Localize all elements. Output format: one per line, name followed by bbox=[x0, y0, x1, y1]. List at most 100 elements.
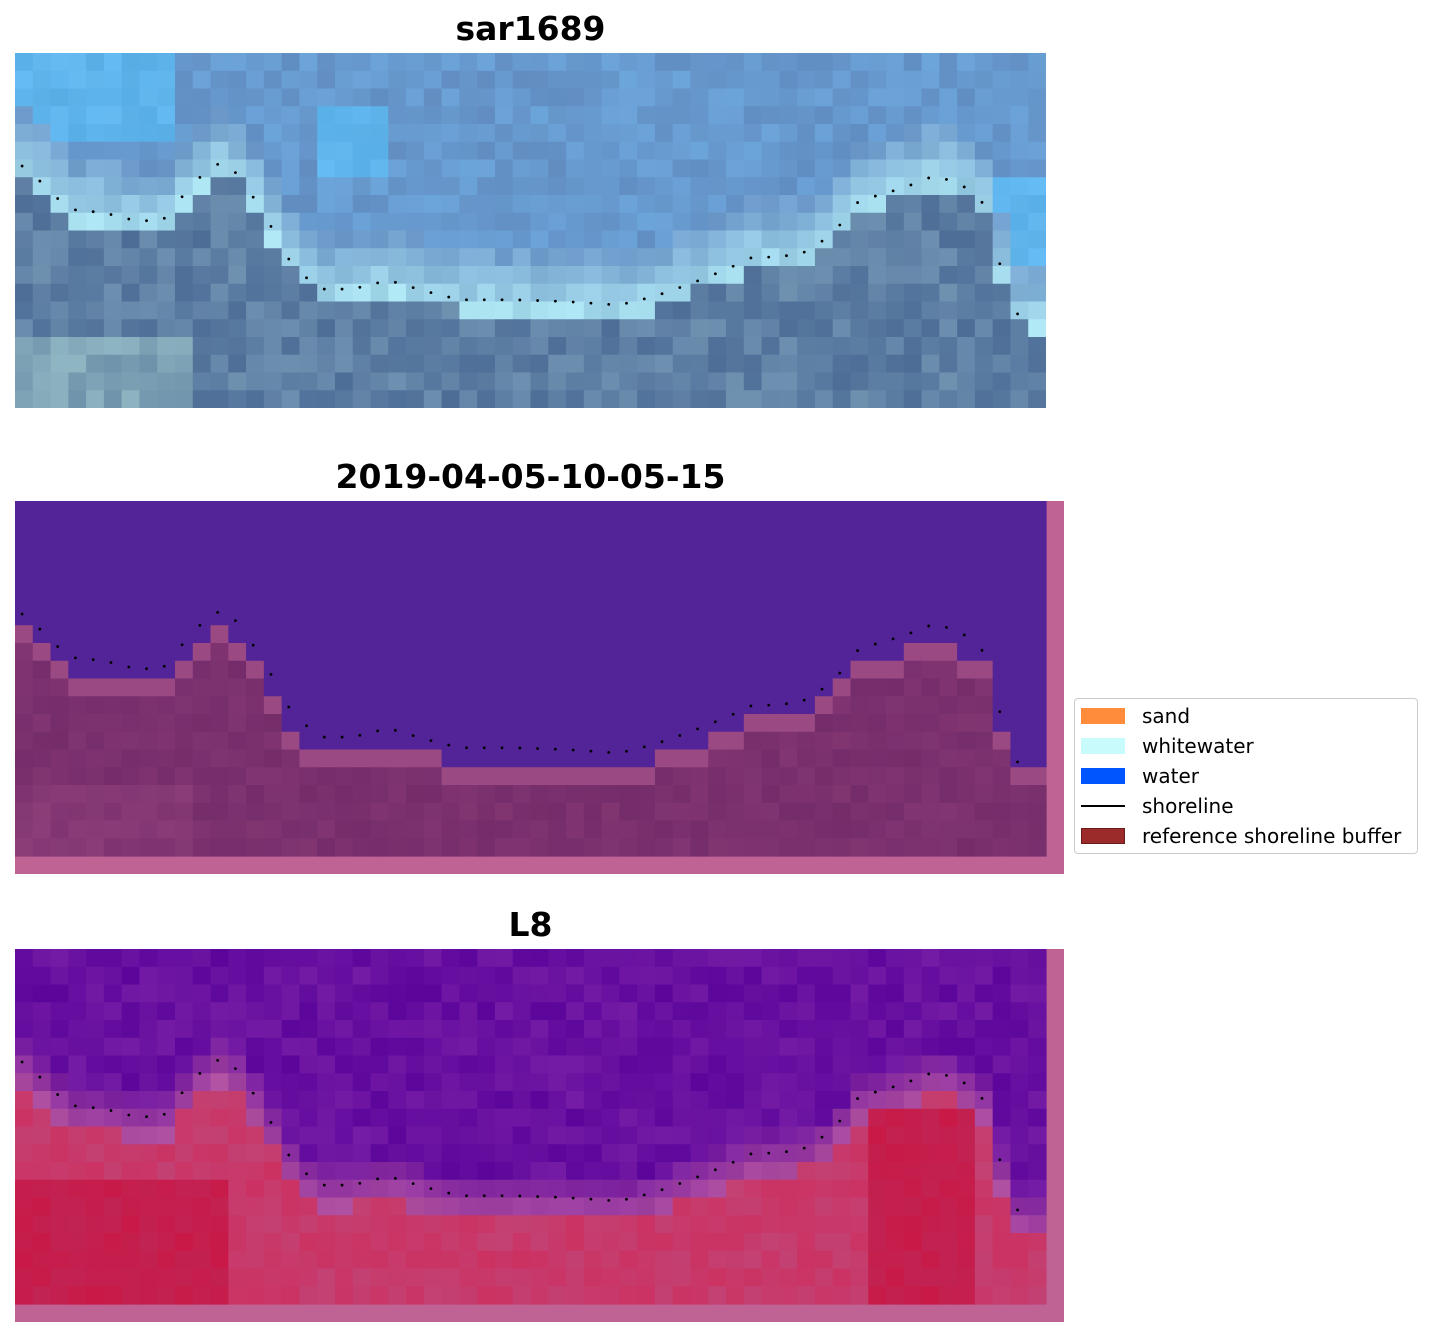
index-pixel bbox=[228, 1073, 247, 1092]
index-pixel bbox=[672, 1126, 692, 1145]
class-pixel bbox=[512, 554, 532, 573]
index-pixel bbox=[601, 1037, 620, 1057]
image-pixel bbox=[974, 354, 994, 374]
image-pixel bbox=[850, 319, 869, 338]
class-pixel bbox=[939, 536, 958, 555]
image-pixel bbox=[246, 88, 265, 107]
index-pixel bbox=[370, 1197, 389, 1216]
index-pixel bbox=[103, 1108, 123, 1128]
index-pixel bbox=[15, 1250, 34, 1270]
index-pixel bbox=[32, 1144, 52, 1163]
index-pixel bbox=[121, 1268, 141, 1287]
image-pixel bbox=[406, 354, 425, 374]
image-pixel bbox=[832, 372, 852, 391]
image-pixel bbox=[672, 212, 692, 232]
class-pixel bbox=[868, 572, 887, 591]
class-pixel bbox=[192, 820, 212, 839]
image-pixel bbox=[797, 177, 816, 196]
index-pixel bbox=[814, 1073, 834, 1092]
class-pixel bbox=[743, 678, 763, 697]
index-pixel bbox=[886, 1002, 905, 1021]
image-pixel bbox=[388, 70, 407, 90]
class-pixel bbox=[121, 536, 141, 555]
index-pixel bbox=[263, 1144, 283, 1163]
image-pixel bbox=[15, 248, 34, 267]
image-pixel bbox=[583, 88, 603, 107]
class-pixel bbox=[423, 536, 443, 555]
image-pixel bbox=[690, 106, 709, 125]
class-pixel bbox=[494, 536, 514, 555]
index-pixel bbox=[477, 1091, 496, 1110]
index-pixel bbox=[441, 1250, 460, 1270]
index-pixel bbox=[921, 949, 940, 968]
class-pixel bbox=[743, 554, 763, 573]
class-pixel bbox=[921, 731, 940, 751]
class-pixel bbox=[441, 767, 460, 786]
index-pixel bbox=[406, 1233, 425, 1252]
index-pixel bbox=[1010, 966, 1029, 986]
class-pixel bbox=[601, 625, 620, 644]
image-pixel bbox=[726, 248, 745, 267]
index-pixel bbox=[477, 1215, 496, 1234]
image-pixel bbox=[868, 212, 887, 232]
index-pixel bbox=[32, 1126, 52, 1145]
image-pixel bbox=[86, 195, 105, 214]
image-pixel bbox=[512, 266, 532, 285]
image-pixel bbox=[459, 124, 478, 143]
index-pixel bbox=[992, 966, 1012, 986]
class-pixel bbox=[903, 643, 923, 662]
class-pixel bbox=[1010, 767, 1029, 786]
index-pixel bbox=[370, 1250, 389, 1270]
class-pixel bbox=[299, 749, 318, 768]
image-pixel bbox=[548, 372, 567, 391]
image-pixel bbox=[299, 283, 318, 303]
index-pixel bbox=[886, 1233, 905, 1252]
class-pixel bbox=[246, 820, 265, 839]
index-pixel bbox=[939, 1162, 958, 1181]
class-pixel bbox=[601, 785, 620, 804]
class-pixel bbox=[992, 536, 1012, 555]
image-pixel bbox=[299, 230, 318, 249]
shoreline-point bbox=[785, 254, 788, 258]
index-pixel bbox=[672, 1020, 692, 1039]
index-pixel bbox=[530, 1197, 549, 1216]
image-pixel bbox=[814, 319, 834, 338]
class-pixel bbox=[246, 714, 265, 733]
index-pixel bbox=[352, 1197, 372, 1216]
index-pixel bbox=[352, 1020, 372, 1039]
class-pixel bbox=[388, 714, 407, 733]
image-pixel bbox=[281, 53, 301, 72]
index-pixel bbox=[334, 1020, 354, 1039]
class-pixel bbox=[886, 607, 905, 626]
class-pixel bbox=[370, 785, 389, 804]
index-pixel bbox=[32, 1215, 52, 1234]
index-pixel bbox=[690, 1144, 709, 1163]
index-pixel bbox=[886, 1268, 905, 1287]
shoreline-point bbox=[856, 201, 859, 204]
class-pixel bbox=[797, 696, 816, 715]
class-pixel bbox=[654, 820, 674, 839]
class-pixel bbox=[441, 714, 460, 733]
image-pixel bbox=[210, 301, 229, 320]
image-pixel bbox=[814, 283, 834, 303]
class-pixel bbox=[281, 572, 301, 591]
index-pixel bbox=[548, 949, 567, 968]
class-pixel bbox=[299, 660, 318, 680]
class-pixel bbox=[726, 767, 745, 786]
class-pixel bbox=[139, 749, 158, 768]
class-pixel bbox=[32, 731, 52, 751]
index-pixel bbox=[957, 1179, 976, 1199]
image-pixel bbox=[619, 266, 638, 285]
index-pixel bbox=[601, 949, 620, 968]
image-pixel bbox=[157, 106, 176, 125]
index-pixel bbox=[761, 1162, 780, 1181]
index-pixel bbox=[779, 1144, 798, 1163]
shoreline-point bbox=[571, 748, 575, 752]
class-pixel bbox=[512, 838, 532, 857]
class-pixel bbox=[157, 589, 176, 609]
index-pixel bbox=[939, 1002, 958, 1021]
image-pixel bbox=[726, 230, 745, 249]
class-pixel bbox=[903, 749, 923, 768]
class-pixel bbox=[530, 518, 549, 538]
index-pixel bbox=[921, 1073, 940, 1092]
